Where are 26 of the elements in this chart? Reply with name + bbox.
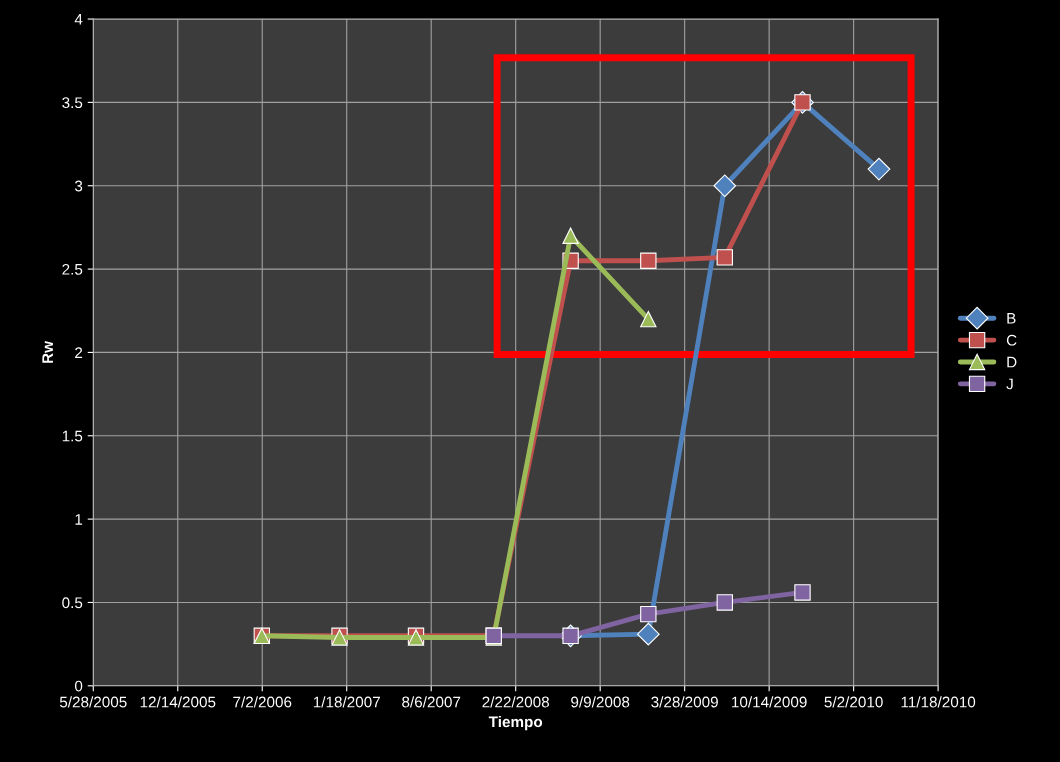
y-tick-label: 3 [74, 180, 83, 192]
x-tick-label: 9/9/2008 [571, 696, 630, 708]
y-tick-label: 1 [75, 514, 83, 525]
y-tick-label: 4 [74, 14, 83, 25]
x-tick-label: 2/22/2008 [482, 696, 550, 708]
legend-label: J [1006, 378, 1013, 390]
y-tick-label: 0.5 [62, 597, 83, 609]
y-tick-label: 0 [74, 680, 83, 692]
x-tick-label: 5/2/2010 [824, 696, 883, 708]
y-axis-title: Rw [42, 340, 53, 363]
x-tick-label: 7/2/2006 [233, 696, 292, 708]
x-tick-label: 3/28/2009 [651, 696, 718, 708]
y-tick-label: 3.5 [62, 97, 83, 109]
legend-label: C [1006, 334, 1017, 346]
x-axis-title: Tiempo [488, 716, 543, 731]
x-tick-label: 8/6/2007 [402, 696, 461, 708]
x-tick-label: 12/14/2005 [140, 696, 216, 708]
legend-label: B [1007, 313, 1016, 324]
legend-label: D [1007, 356, 1017, 368]
x-tick-label: 1/18/2007 [313, 696, 380, 708]
x-tick-label: 10/14/2009 [732, 696, 807, 708]
y-tick-label: 2.5 [62, 263, 83, 275]
x-tick-label: 5/28/2005 [59, 696, 127, 708]
y-tick-label: 2 [75, 347, 83, 358]
y-tick-label: 1.5 [62, 430, 83, 442]
x-tick-label: 11/18/2010 [901, 696, 976, 708]
